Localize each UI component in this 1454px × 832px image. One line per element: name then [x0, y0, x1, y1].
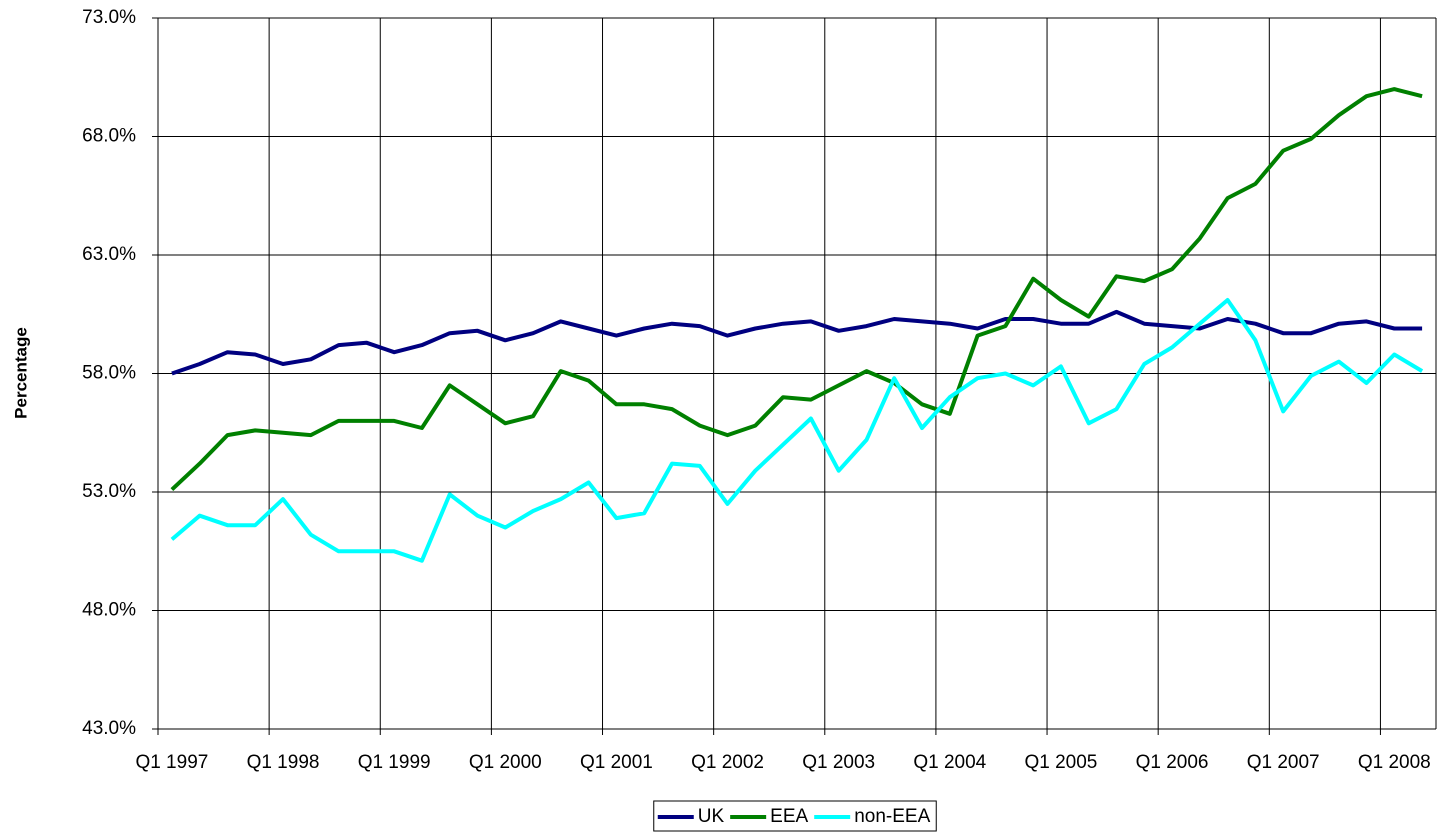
legend-label: EEA — [770, 806, 808, 827]
x-tick-label: Q1 1998 — [247, 752, 320, 773]
y-tick-label: 58.0% — [82, 363, 136, 384]
y-axis-label: Percentage — [11, 327, 30, 419]
y-tick-label: 53.0% — [82, 481, 136, 502]
legend-label: non-EEA — [854, 806, 930, 827]
y-tick-label: 73.0% — [82, 7, 136, 28]
x-tick-label: Q1 2001 — [580, 752, 653, 773]
series-line — [170, 87, 1423, 492]
x-tick-label: Q1 2005 — [1024, 752, 1097, 773]
x-tick-label: Q1 1999 — [358, 752, 431, 773]
x-tick-label: Q1 2008 — [1358, 752, 1431, 773]
series-line — [171, 309, 1423, 376]
legend-box — [653, 800, 937, 832]
x-tick-label: Q1 2004 — [913, 752, 986, 773]
x-tick-label: Q1 2003 — [802, 752, 875, 773]
x-tick-label: Q1 2002 — [691, 752, 764, 773]
legend-label: UK — [698, 806, 725, 827]
x-tick-label: Q1 2007 — [1247, 752, 1320, 773]
x-tick-label: Q1 1997 — [135, 752, 208, 773]
x-tick-label: Q1 2000 — [469, 752, 542, 773]
legend: UK EEA non-EEA — [653, 800, 937, 832]
y-tick-label: 48.0% — [82, 600, 136, 621]
y-tick-label: 63.0% — [82, 244, 136, 265]
series-line — [170, 298, 1424, 563]
y-tick-label: 43.0% — [82, 718, 136, 739]
y-tick-label: 68.0% — [82, 126, 136, 147]
x-tick-label: Q1 2006 — [1136, 752, 1209, 773]
